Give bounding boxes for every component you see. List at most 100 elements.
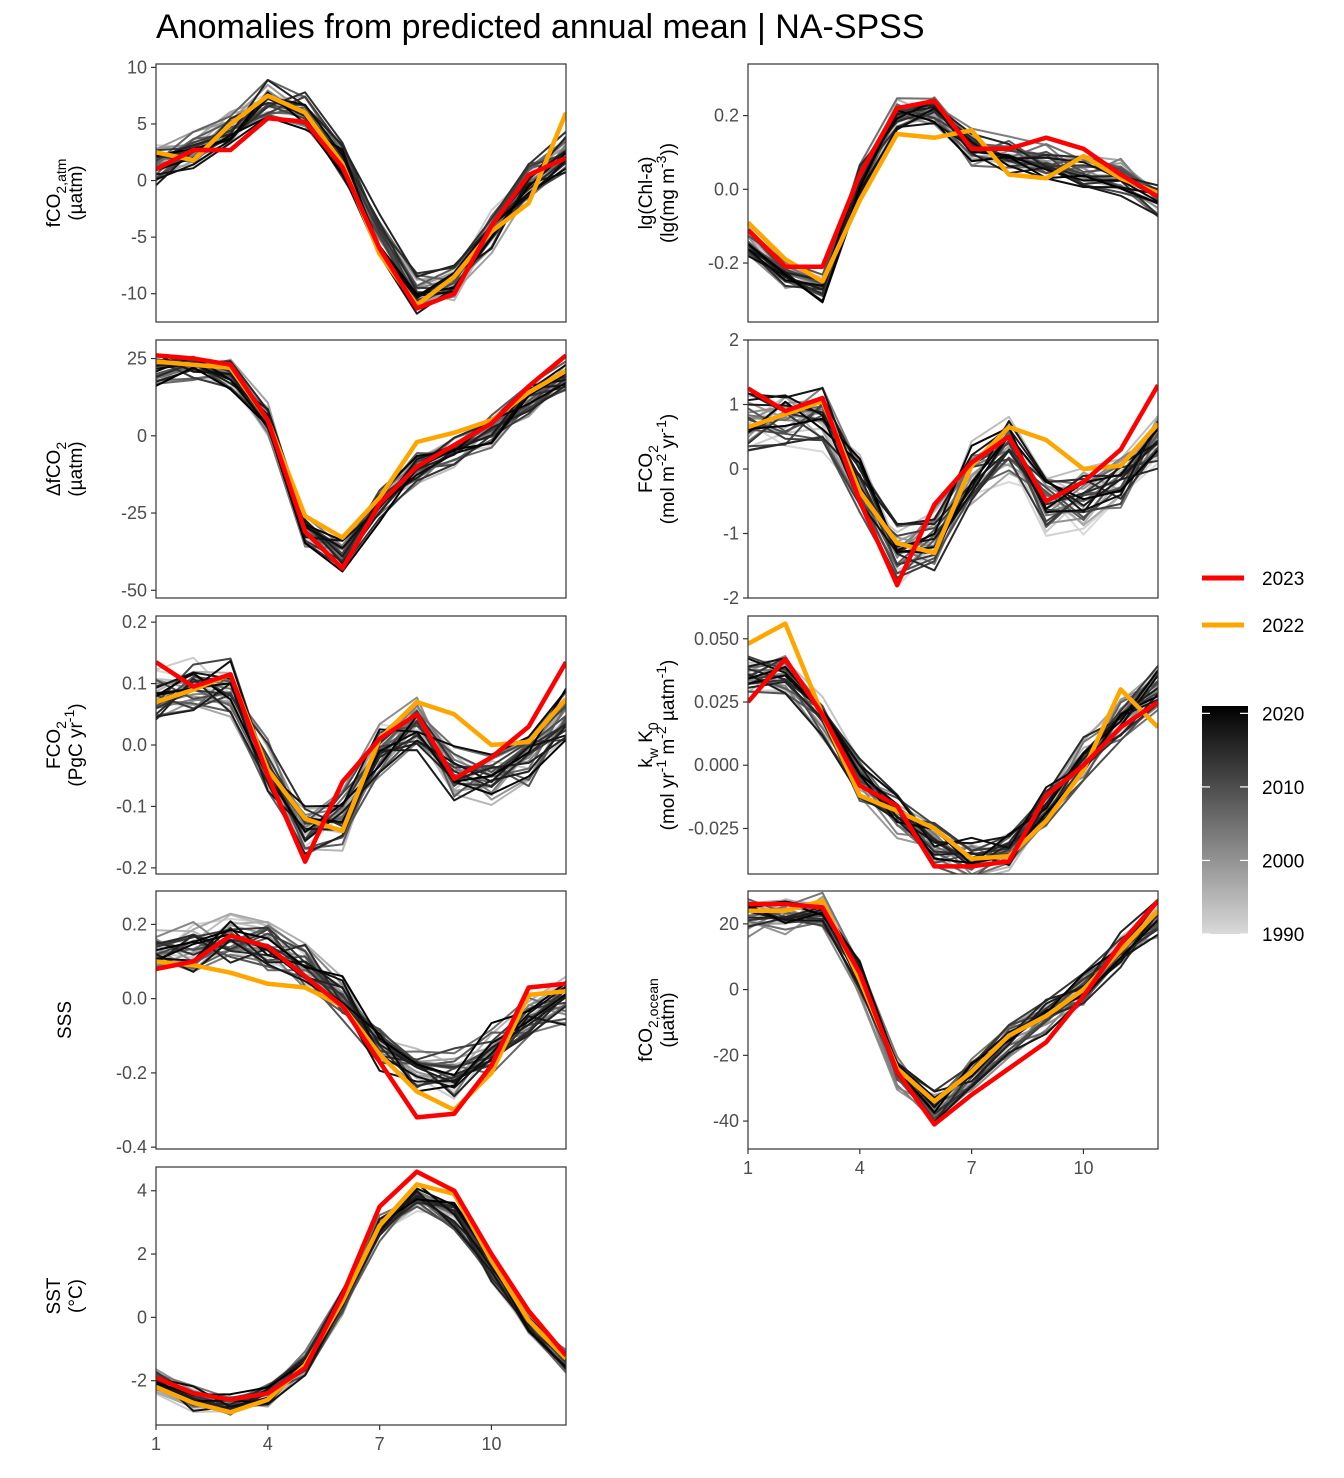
series-group [156,656,566,864]
series-line-2023 [748,383,1158,588]
series-group [156,353,566,573]
y-tick-label: -1 [723,524,739,544]
y-tick-label: 5 [137,114,147,134]
y-tick-label: 0.1 [122,674,147,694]
y-tick-label: 10 [127,57,147,77]
y-axis-title-units: (µatm) [66,441,87,496]
y-tick-label: 0 [137,171,147,191]
y-axis-title-units: (lg(mg m-3)) [653,143,679,243]
series-line-2023 [156,116,566,311]
panel-border [155,890,567,1150]
y-axis-title-units: (PgC yr-1) [61,703,87,786]
panel-fco2ocean: 20 0 -20 -40 1 4 7 10 fCO2,ocean(µatm) [636,890,1159,1178]
series-group [156,912,566,1120]
y-tick-label: 25 [127,349,147,369]
chart-title: Anomalies from predicted annual mean | N… [156,8,925,46]
colorbar-label-2020: 2020 [1262,704,1304,725]
year-line-2009 [748,117,1158,276]
y-axis-title-units: (°C) [66,1279,87,1313]
x-tick-label: 1 [743,1158,753,1178]
series-line-2023 [156,933,566,1120]
colorbar [1202,706,1248,934]
series-group [748,891,1158,1127]
year-line-2013 [156,95,566,291]
y-axis-title-units: (µatm) [658,992,679,1047]
colorbar-label-1990: 1990 [1262,925,1304,946]
colorbar-label-2000: 2000 [1262,851,1304,872]
y-axis-title-units: (mol m-2 yr-1) [653,414,679,524]
year-line-2020 [156,933,566,1093]
x-tick-label: 10 [1073,1158,1093,1178]
x-tick-label: 7 [375,1434,385,1454]
y-tick-label: 0 [137,1307,147,1327]
legend-label-2022: 2022 [1262,616,1304,637]
panel-sss: 0.2 0.0 -0.2 -0.4 SSS [55,890,567,1157]
y-tick-label: 0 [137,426,147,446]
panel-border [155,63,567,323]
x-tick-label: 4 [855,1158,865,1178]
panel-border [747,890,1159,1150]
y-tick-label: 0.2 [714,106,739,126]
year-line-2016 [156,677,566,855]
year-line-2021 [156,929,566,1077]
panel-fco2pgc: 0.2 0.1 0.0 -0.1 -0.2 FCO2(PgC yr-1) [44,612,567,878]
series-group [156,1169,566,1416]
series-line-2023 [156,1169,566,1402]
y-tick-label: -0.1 [116,796,147,816]
y-tick-label: -2 [131,1371,147,1391]
y-axis-title: SSS [55,1001,76,1039]
series-line-2022 [748,128,1158,284]
x-tick-label: 7 [967,1158,977,1178]
series-line-2022 [748,399,1158,556]
year-line-2010 [748,674,1158,865]
year-line-2012 [156,693,566,841]
y-tick-label: 0.050 [694,629,739,649]
panel-sst: 4 2 0 -2 1 4 7 10 SST (°C) [44,1166,567,1454]
y-axis-title: fCO2,ocean [636,978,661,1062]
y-tick-label: 0.025 [694,692,739,712]
y-tick-label: 0.0 [122,735,147,755]
year-line-2021 [748,109,1158,304]
y-axis-title-units: (mol yr-1 m-2 µatm-1) [653,660,679,831]
legend-label-2023: 2023 [1262,569,1304,590]
y-axis-title: kw K0 [636,722,661,768]
y-tick-label: -5 [131,227,147,247]
series-line-2023 [748,98,1158,269]
series-group [748,621,1158,874]
x-tick-label: 4 [263,1434,273,1454]
x-tick-label: 1 [151,1434,161,1454]
y-axis-title: FCO2 [44,721,69,769]
panel-chla: 0.2 0.0 -0.2 lg(Chl-a) (lg(mg m-3)) [636,63,1159,323]
series-line-2023 [748,656,1158,869]
y-tick-label: 2 [137,1244,147,1264]
y-tick-label: 1 [729,395,739,415]
y-axis-title-units: (µatm) [66,165,87,220]
panel-border [747,615,1159,875]
series-group [748,96,1158,304]
panel-dfco2: 25 0 -25 -50 ΔfCO2(µatm) [44,339,567,600]
year-line-2021 [748,417,1158,554]
x-tick-label: 10 [481,1434,501,1454]
series-line-2022 [156,1182,566,1415]
y-tick-label: 2 [729,330,739,350]
year-line-2015 [748,436,1158,572]
y-tick-label: -20 [713,1045,739,1065]
y-tick-label: -0.4 [116,1137,147,1157]
panel-fco2flux: 2 1 0 -1 -2 FCO2(mol m-2 yr-1) [636,330,1159,608]
y-tick-label: 0.2 [122,612,147,632]
series-line-2022 [748,898,1158,1104]
y-tick-label: -2 [723,588,739,608]
legend: 2023 2022 2020 2010 2000 1990 [1202,569,1304,946]
y-axis-title: ΔfCO2 [44,442,69,496]
panel-border [155,339,567,599]
year-line-2014 [748,915,1158,1115]
y-tick-label: -10 [121,284,147,304]
y-tick-label: -40 [713,1111,739,1131]
y-tick-label: -50 [121,580,147,600]
y-axis-title: lg(Chl-a) [636,157,657,230]
y-tick-label: 0 [729,459,739,479]
year-line-2021 [156,366,566,573]
series-group [156,78,566,315]
